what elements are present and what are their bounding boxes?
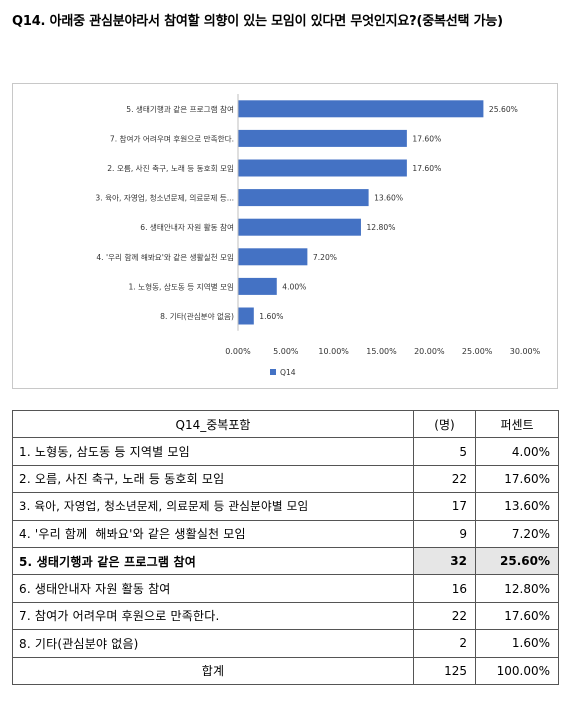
x-tick-label: 10.00% — [318, 347, 349, 356]
row-label: 1. 노형동, 삼도동 등 지역별 모임 — [12, 437, 414, 466]
row-percent: 7.20% — [475, 519, 559, 548]
data-label: 17.60% — [412, 164, 441, 173]
bar — [238, 189, 369, 207]
row-label: 4. '우리 함께 해봐요'와 같은 생활실천 모임 — [12, 519, 414, 548]
data-label: 7.20% — [313, 253, 337, 262]
row-label: 6. 생태안내자 자원 활동 참여 — [12, 574, 414, 603]
row-count: 16 — [413, 574, 476, 603]
x-tick-label: 5.00% — [273, 347, 299, 356]
category-label: 3. 육아, 자영업, 청소년문제, 의료문제 등... — [95, 193, 234, 203]
question-title: Q14. 아래중 관심분야라서 참여할 의향이 있는 모임이 있다면 무엇인지요… — [12, 14, 503, 29]
table-row: 4. '우리 함께 해봐요'와 같은 생활실천 모임 9 7.20% — [12, 519, 559, 548]
row-percent: 4.00% — [475, 437, 559, 466]
data-label: 12.80% — [366, 223, 395, 232]
table-row: 7. 참여가 어려우며 후원으로 만족한다. 22 17.60% — [12, 601, 559, 631]
data-label: 17.60% — [412, 134, 441, 143]
row-label: 2. 오름, 사진 축구, 노래 등 동호회 모임 — [12, 464, 414, 494]
category-label: 5. 생태기행과 같은 프로그램 참여 — [126, 104, 234, 114]
header-count: (명) — [413, 409, 476, 439]
row-percent: 12.80% — [475, 574, 559, 603]
row-count: 22 — [413, 464, 476, 494]
row-percent: 17.60% — [475, 464, 559, 494]
bar — [238, 100, 484, 118]
row-label: 5. 생태기행과 같은 프로그램 참여 — [12, 546, 414, 576]
x-tick-label: 30.00% — [510, 347, 541, 356]
total-count: 125 — [413, 656, 476, 685]
row-count: 5 — [413, 437, 476, 466]
table-row: 3. 육아, 자영업, 청소년문제, 의료문제 등 관심분야별 모임 17 13… — [12, 492, 559, 521]
chart-svg: 5. 생태기행과 같은 프로그램 참여 25.60% 7. 참여가 어려우며 후원으… — [95, 94, 541, 377]
bar — [238, 248, 308, 266]
results-table: Q14_중복포함 (명) 퍼센트 1. 노형동, 삼도동 등 지역별 모임 5 … — [12, 409, 559, 685]
row-percent: 17.60% — [475, 601, 559, 631]
row-percent: 13.60% — [475, 492, 559, 521]
row-count: 22 — [413, 601, 476, 631]
data-label: 13.60% — [374, 194, 403, 203]
row-label: 8. 기타(관심분야 없음) — [12, 629, 414, 658]
row-count: 9 — [413, 519, 476, 548]
row-label: 3. 육아, 자영업, 청소년문제, 의료문제 등 관심분야별 모임 — [12, 492, 414, 521]
bar — [238, 129, 407, 147]
total-label: 합계 — [12, 656, 414, 685]
row-count: 2 — [413, 629, 476, 658]
row-percent: 1.60% — [475, 629, 559, 658]
row-count: 17 — [413, 492, 476, 521]
table-row: 1. 노형동, 삼도동 등 지역별 모임 5 4.00% — [12, 437, 559, 466]
legend-swatch — [270, 369, 276, 375]
bar — [238, 277, 277, 295]
table-row: 6. 생태안내자 자원 활동 참여 16 12.80% — [12, 574, 559, 603]
header-percent: 퍼센트 — [475, 409, 559, 439]
x-tick-label: 20.00% — [414, 347, 445, 356]
row-count: 32 — [413, 546, 476, 576]
category-label: 6. 생태안내자 자원 활동 참여 — [140, 222, 234, 232]
data-label: 4.00% — [282, 282, 306, 291]
table-total-row: 합계 125 100.00% — [12, 656, 559, 685]
category-label: 7. 참여가 어려우며 후원으로 만족한다. — [110, 133, 234, 143]
bar-chart: 5. 생태기행과 같은 프로그램 참여 25.60% 7. 참여가 어려우며 후원으… — [12, 83, 558, 389]
row-label: 7. 참여가 어려우며 후원으로 만족한다. — [12, 601, 414, 631]
category-label: 2. 오름, 사진 축구, 노래 등 동호회 모임 — [107, 163, 234, 173]
table-row-highlight: 5. 생태기행과 같은 프로그램 참여 32 25.60% — [12, 546, 559, 576]
legend-label: Q14 — [280, 368, 296, 377]
data-label: 25.60% — [489, 105, 518, 114]
data-label: 1.60% — [259, 312, 283, 321]
table-row: 2. 오름, 사진 축구, 노래 등 동호회 모임 22 17.60% — [12, 464, 559, 494]
table-header-row: Q14_중복포함 (명) 퍼센트 — [12, 409, 559, 439]
row-percent: 25.60% — [475, 546, 559, 576]
bar — [238, 307, 254, 325]
x-tick-label: 15.00% — [366, 347, 397, 356]
bar — [238, 159, 407, 177]
category-label: 4. '우리 함께 해봐요'와 같은 생활실천 모임 — [96, 252, 234, 262]
header-item: Q14_중복포함 — [12, 409, 414, 439]
x-tick-label: 0.00% — [225, 347, 251, 356]
table-row: 8. 기타(관심분야 없음) 2 1.60% — [12, 629, 559, 658]
total-percent: 100.00% — [475, 656, 559, 685]
category-label: 8. 기타(관심분야 없음) — [160, 311, 234, 321]
bar — [238, 218, 361, 236]
x-tick-label: 25.00% — [462, 347, 493, 356]
category-label: 1. 노형동, 삼도동 등 지역별 모임 — [128, 281, 234, 291]
